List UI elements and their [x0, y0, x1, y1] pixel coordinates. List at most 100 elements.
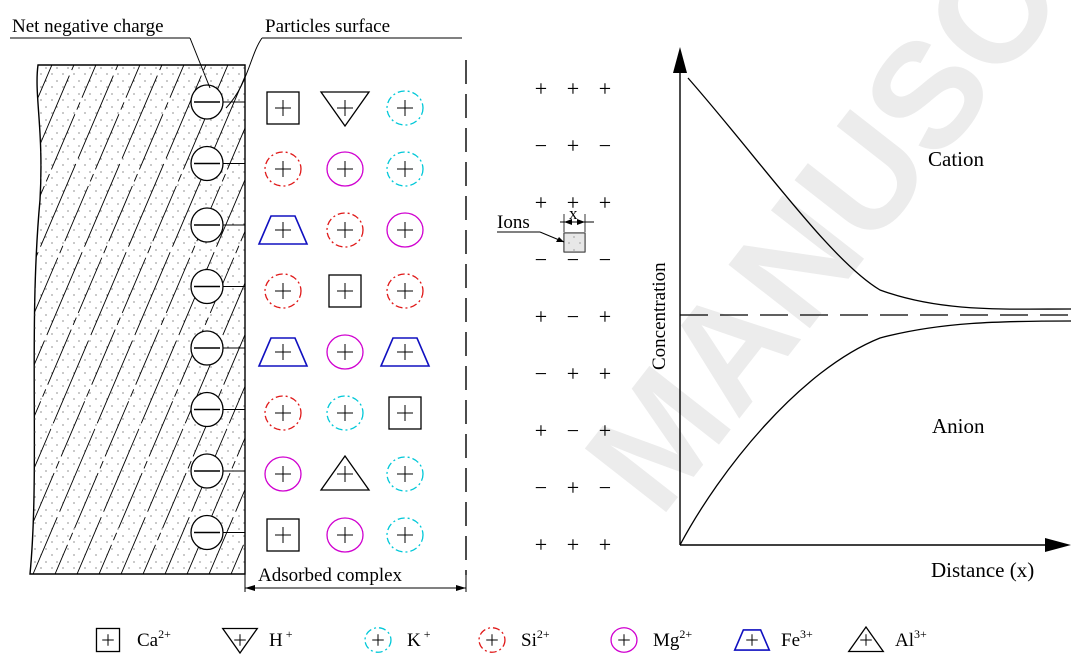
ion-k [386, 456, 424, 492]
ion-al [319, 454, 371, 491]
ion-mg [326, 151, 364, 187]
ion-si [326, 212, 364, 248]
concentration-label: Concentration [649, 262, 670, 370]
diffuse-sign: − [599, 247, 611, 272]
diffuse-sign: + [599, 532, 611, 557]
diffuse-sign: − [567, 418, 579, 443]
diffuse-sign: − [535, 475, 547, 500]
diffuse-sign: + [599, 190, 611, 215]
negative-charge [190, 330, 245, 366]
ion-k [386, 517, 424, 553]
watermark-text: MANUSCRIPT [553, 0, 1071, 540]
ion-square [563, 232, 586, 253]
legend-item-si: Si2+ [478, 627, 550, 653]
legend-label: Si2+ [521, 627, 550, 651]
legend-label: Mg2+ [653, 627, 692, 651]
diffuse-sign: + [567, 475, 579, 500]
concentration-plot: Cation Anion Concentration Distance (x) [649, 47, 1071, 582]
diffuse-sign: − [535, 361, 547, 386]
ion-fe [257, 215, 309, 245]
diffuse-sign: + [535, 76, 547, 101]
particles-surface-label: Particles surface [265, 16, 390, 37]
legend-item-ca: Ca2+ [95, 627, 171, 653]
ion-ca [266, 518, 300, 552]
ion-k [386, 90, 424, 126]
diffuse-sign: − [535, 133, 547, 158]
anion-curve [679, 320, 1071, 546]
diffuse-sign: + [535, 190, 547, 215]
legend-item-mg: Mg2+ [610, 627, 692, 653]
diffuse-sign: + [599, 304, 611, 329]
diffuse-sign: − [567, 247, 579, 272]
diffuse-layer: + + +− + −+ + +− − −+ − +− + ++ − +− + −+ + + [535, 76, 611, 557]
adsorbed-ions [257, 90, 431, 553]
ion-si [478, 627, 506, 653]
legend-label: Al3+ [895, 627, 927, 651]
y-axis-arrow [673, 47, 687, 73]
soil-particle [29, 64, 246, 575]
diffuse-sign: + [567, 190, 579, 215]
ion-k [386, 151, 424, 187]
ions-label: Ions [497, 212, 530, 233]
ion-h [221, 627, 259, 655]
adsorbed-complex-dimension: Adsorbed complex [244, 565, 467, 592]
ion-fe [257, 337, 309, 367]
x-axis-arrow [1045, 538, 1071, 552]
ion-mg [386, 212, 424, 248]
ion-ca [388, 396, 422, 430]
diffuse-sign: + [535, 418, 547, 443]
ion-si [386, 273, 424, 309]
diffuse-sign: + [567, 76, 579, 101]
legend-label: Fe3+ [781, 627, 813, 651]
legend-item-h: H + [221, 627, 293, 655]
negative-charge [190, 207, 245, 243]
legend-item-fe: Fe3+ [733, 627, 813, 651]
net-negative-charge-label: Net negative charge [12, 16, 164, 37]
ion-legend: Ca2+ H + K + Si2+ Mg2+ Fe3+ Al3+ [95, 625, 927, 655]
diffuse-sign: + [599, 76, 611, 101]
legend-label: K + [407, 627, 431, 651]
watermark: MANUSCRIPT [553, 0, 1071, 540]
ion-mg [610, 627, 638, 653]
ion-si [264, 151, 302, 187]
negative-charges [190, 84, 245, 551]
negative-charge [190, 84, 245, 120]
negative-charge [190, 145, 245, 182]
ion-mg [264, 456, 302, 492]
anion-label: Anion [932, 414, 985, 438]
diffuse-sign: − [535, 247, 547, 272]
legend-item-k: K + [364, 627, 431, 653]
diffuse-sign: − [599, 133, 611, 158]
ion-k [364, 627, 392, 653]
distance-label: Distance (x) [931, 558, 1034, 582]
diffuse-sign: + [567, 532, 579, 557]
negative-charge [190, 514, 245, 551]
particle-hatching [30, 65, 245, 574]
ion-h [319, 91, 371, 128]
legend-label: Ca2+ [137, 627, 171, 651]
ions-inset: x Ions [497, 204, 594, 253]
x-marker-label: x [569, 204, 578, 223]
negative-charge [190, 391, 245, 428]
ion-mg [326, 334, 364, 370]
cation-label: Cation [928, 147, 984, 171]
cation-curve [687, 77, 1071, 310]
diffuse-sign: + [599, 418, 611, 443]
diffuse-sign: + [567, 361, 579, 386]
ion-fe [379, 337, 431, 367]
ion-ca [328, 274, 362, 308]
diffuse-sign: − [599, 475, 611, 500]
ion-ca [266, 91, 300, 125]
ion-k [326, 395, 364, 431]
ion-si [264, 273, 302, 309]
legend-item-al: Al3+ [847, 625, 927, 653]
ion-al [847, 625, 885, 653]
diffuse-sign: + [535, 532, 547, 557]
ion-si [264, 395, 302, 431]
legend-label: H + [269, 627, 293, 651]
ion-ca [95, 627, 121, 653]
diffuse-sign: + [535, 304, 547, 329]
negative-charge [190, 268, 245, 305]
diffuse-sign: + [599, 361, 611, 386]
